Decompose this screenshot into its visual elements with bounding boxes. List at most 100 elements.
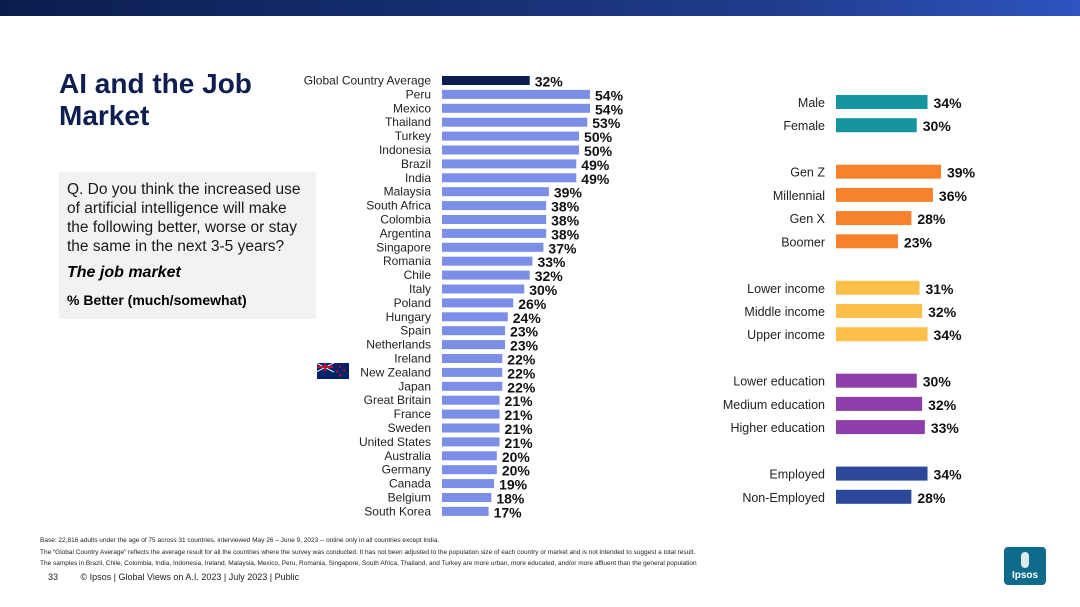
bar-colombia — [442, 215, 547, 224]
category-label-ireland: Ireland — [394, 352, 431, 366]
value-label-united-states: 21% — [505, 435, 534, 451]
value-label-global-country-average: 32% — [535, 74, 564, 90]
value-label-brazil: 49% — [581, 157, 610, 173]
bar-gen-x — [836, 211, 912, 226]
value-label-gen-z: 39% — [947, 165, 976, 181]
category-label-upper-income: Upper income — [747, 328, 825, 342]
question-box: Q. Do you think the increased use of art… — [59, 172, 316, 319]
bar-netherlands — [442, 340, 506, 350]
value-label-male: 34% — [934, 95, 963, 111]
category-label-sweden: Sweden — [388, 421, 431, 435]
value-label-south-korea: 17% — [494, 504, 523, 520]
value-label-argentina: 38% — [551, 226, 580, 242]
category-label-millennial: Millennial — [773, 189, 825, 203]
bar-lower-income — [836, 280, 920, 295]
bar-great-britain — [442, 395, 500, 405]
value-label-south-africa: 38% — [551, 199, 580, 215]
bar-france — [442, 409, 500, 419]
bar-sweden — [442, 423, 500, 433]
category-label-belgium: Belgium — [388, 491, 431, 505]
category-label-south-korea: South Korea — [364, 504, 431, 518]
value-label-netherlands: 23% — [510, 338, 539, 354]
category-label-gen-x: Gen X — [790, 212, 826, 226]
ipsos-logo: Ipsos — [1004, 547, 1046, 585]
bar-employed — [836, 466, 928, 481]
category-label-italy: Italy — [409, 282, 431, 296]
value-label-turkey: 50% — [584, 129, 613, 145]
value-label-france: 21% — [505, 407, 534, 423]
category-label-south-africa: South Africa — [366, 199, 431, 213]
bar-turkey — [442, 131, 580, 141]
category-label-female: Female — [783, 119, 825, 133]
value-label-boomer: 23% — [904, 234, 933, 250]
bar-brazil — [442, 159, 577, 169]
category-label-spain: Spain — [400, 324, 431, 338]
ipsos-logo-icon — [1021, 552, 1029, 568]
value-label-middle-income: 32% — [928, 304, 957, 320]
page-number: 33 — [48, 572, 59, 582]
bar-chile — [442, 270, 530, 280]
bar-higher-education — [836, 420, 925, 435]
bar-singapore — [442, 242, 544, 252]
value-label-japan: 22% — [507, 379, 536, 395]
bar-japan — [442, 381, 503, 391]
category-label-india: India — [405, 171, 431, 185]
value-label-australia: 20% — [502, 449, 531, 465]
value-label-female: 30% — [923, 118, 952, 134]
bar-belgium — [442, 493, 492, 502]
bar-lower-education — [836, 373, 917, 388]
footnote-samples: The samples in Brazil, Chile, Colombia, … — [40, 560, 697, 567]
category-label-germany: Germany — [382, 463, 431, 477]
category-label-global-country-average: Global Country Average — [304, 74, 432, 88]
bar-medium-education — [836, 396, 923, 411]
value-label-chile: 32% — [535, 268, 564, 284]
bar-romania — [442, 256, 533, 266]
category-label-middle-income: Middle income — [744, 305, 825, 319]
value-label-colombia: 38% — [551, 213, 580, 229]
bar-upper-income — [836, 327, 928, 342]
category-label-employed: Employed — [769, 468, 825, 482]
bar-female — [836, 118, 917, 133]
category-label-netherlands: Netherlands — [366, 338, 431, 352]
value-label-peru: 54% — [595, 87, 624, 103]
category-label-mexico: Mexico — [393, 101, 431, 115]
category-label-hungary: Hungary — [386, 310, 431, 324]
bar-millennial — [836, 187, 933, 202]
bar-argentina — [442, 228, 547, 238]
bar-middle-income — [836, 304, 923, 318]
value-label-romania: 33% — [537, 254, 566, 270]
bar-peru — [442, 89, 590, 99]
value-label-gen-x: 28% — [917, 211, 946, 227]
value-label-lower-income: 31% — [925, 281, 954, 297]
question-item: The job market — [67, 264, 181, 281]
ipsos-logo-text: Ipsos — [1011, 570, 1039, 581]
value-label-spain: 23% — [510, 324, 539, 340]
new-zealand-flag-icon: ★ ★ ★ ★ — [317, 363, 349, 379]
value-label-medium-education: 32% — [928, 397, 957, 413]
value-label-great-britain: 21% — [505, 393, 534, 409]
value-label-malaysia: 39% — [554, 185, 583, 201]
value-label-italy: 30% — [529, 282, 558, 298]
value-label-mexico: 54% — [595, 101, 624, 117]
value-label-singapore: 37% — [548, 240, 577, 256]
category-label-lower-education: Lower education — [733, 375, 825, 389]
value-label-canada: 19% — [499, 477, 528, 493]
page-title: AI and the Job Market — [59, 68, 252, 131]
bar-south-africa — [442, 201, 547, 211]
category-label-romania: Romania — [383, 254, 431, 268]
bar-spain — [442, 326, 506, 336]
value-label-indonesia: 50% — [584, 143, 613, 159]
category-label-non-employed: Non-Employed — [742, 491, 825, 505]
category-label-gen-z: Gen Z — [790, 166, 825, 180]
bar-ireland — [442, 354, 503, 363]
footnote-average: The “Global Country Average” reflects th… — [40, 549, 696, 556]
category-label-new-zealand: New Zealand — [360, 365, 431, 379]
category-label-malaysia: Malaysia — [384, 185, 432, 199]
country-bar-chart: Global Country Average 32% Peru 54% Mexico 54… — [304, 74, 624, 521]
category-label-poland: Poland — [394, 296, 431, 310]
bar-malaysia — [442, 187, 549, 197]
category-label-peru: Peru — [406, 87, 431, 101]
category-label-argentina: Argentina — [380, 226, 432, 240]
bar-global-country-average — [442, 76, 530, 85]
category-label-brazil: Brazil — [401, 157, 431, 171]
